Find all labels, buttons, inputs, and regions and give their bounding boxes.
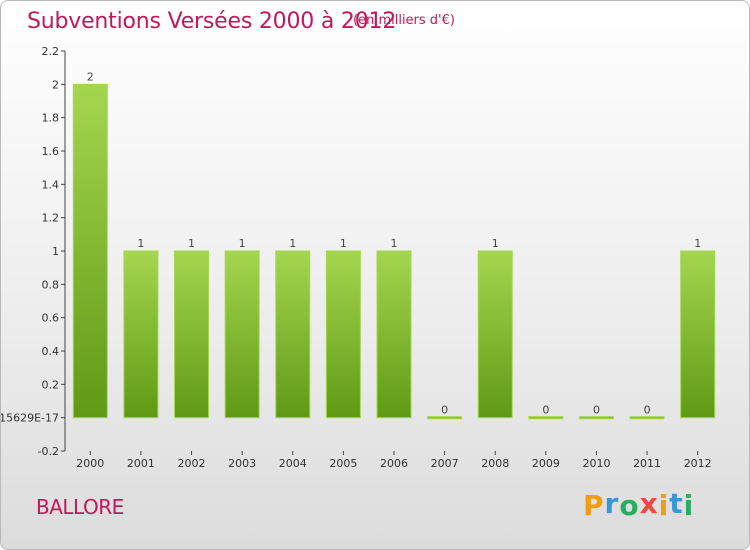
- x-tick-label-2005: 2005: [329, 457, 357, 470]
- chart-title: Subventions Versées 2000 à 2012: [27, 9, 397, 34]
- x-tick-label-2009: 2009: [532, 457, 560, 470]
- bar-2010: [578, 416, 614, 420]
- logo-letter: r: [604, 487, 620, 520]
- x-tick-label-2007: 2007: [431, 457, 459, 470]
- y-tick-label: -0.2: [38, 445, 59, 458]
- y-tick-label: 1: [52, 245, 59, 258]
- logo-letter: i: [658, 489, 670, 522]
- logo-letter: i: [683, 489, 695, 522]
- bar-2003: [224, 250, 260, 419]
- bar-2002: [174, 250, 210, 419]
- bars: [72, 83, 716, 420]
- data-label-2002: 1: [188, 237, 195, 250]
- bar-2011: [629, 416, 665, 420]
- data-labels: 2 1 1 1 1 1 1 0 1 0 0 0 1: [87, 70, 701, 416]
- commune-name: BALLORE: [36, 495, 124, 519]
- chart-subtitle: (en milliers d'€): [353, 13, 455, 28]
- data-label-2010: 0: [593, 404, 600, 417]
- bar-2000: [72, 83, 108, 419]
- logo-letter: o: [619, 489, 640, 522]
- data-label-2001: 1: [137, 237, 144, 250]
- x-tick-label-2000: 2000: [76, 457, 104, 470]
- bar-2007: [427, 416, 463, 420]
- y-tick-label: 2: [52, 78, 59, 91]
- bar-2008: [477, 250, 513, 419]
- y-tick-label: 2.2: [42, 45, 60, 58]
- y-tick-label: 0.4: [42, 345, 60, 358]
- data-label-2011: 0: [644, 404, 651, 417]
- bar-2012: [680, 250, 716, 419]
- x-tick-label-2008: 2008: [481, 457, 509, 470]
- bar-2006: [376, 250, 412, 419]
- logo-letter: t: [669, 487, 684, 520]
- bar-2009: [528, 416, 564, 420]
- bar-2001: [123, 250, 159, 419]
- y-tick-label: 1.6: [42, 145, 60, 158]
- x-tick-label-2011: 2011: [633, 457, 661, 470]
- bar-2004: [275, 250, 311, 419]
- axes: -0.2 -1.15629E-17 0.2 0.4 0.6 0.8 1 1.2 1.4 1.6 1.…: [1, 45, 712, 470]
- x-tick-label-2001: 2001: [127, 457, 155, 470]
- x-tick-label-2004: 2004: [279, 457, 307, 470]
- bar-2005: [325, 250, 361, 419]
- y-tick-label: 1.4: [42, 178, 60, 191]
- data-label-2009: 0: [542, 404, 549, 417]
- y-tick-label: 1.2: [42, 212, 60, 225]
- proxiti-logo[interactable]: Proxiti: [583, 487, 695, 522]
- y-tick-label: -1.15629E-17: [1, 412, 59, 425]
- y-tick-label: 0.6: [42, 312, 60, 325]
- data-label-2003: 1: [239, 237, 246, 250]
- data-label-2006: 1: [391, 237, 398, 250]
- x-tick-label-2006: 2006: [380, 457, 408, 470]
- data-label-2000: 2: [87, 70, 94, 83]
- y-tick-label: 0.2: [42, 378, 60, 391]
- x-tick-label-2012: 2012: [684, 457, 712, 470]
- logo-letter: P: [583, 489, 605, 522]
- x-tick-label-2003: 2003: [228, 457, 256, 470]
- data-label-2008: 1: [492, 237, 499, 250]
- logo-letter: x: [639, 487, 659, 520]
- data-label-2005: 1: [340, 237, 347, 250]
- y-tick-label: 0.8: [42, 278, 60, 291]
- data-label-2004: 1: [289, 237, 296, 250]
- x-tick-label-2010: 2010: [582, 457, 610, 470]
- x-tick-label-2002: 2002: [178, 457, 206, 470]
- data-label-2007: 0: [441, 404, 448, 417]
- data-label-2012: 1: [694, 237, 701, 250]
- y-tick-label: 1.8: [42, 112, 60, 125]
